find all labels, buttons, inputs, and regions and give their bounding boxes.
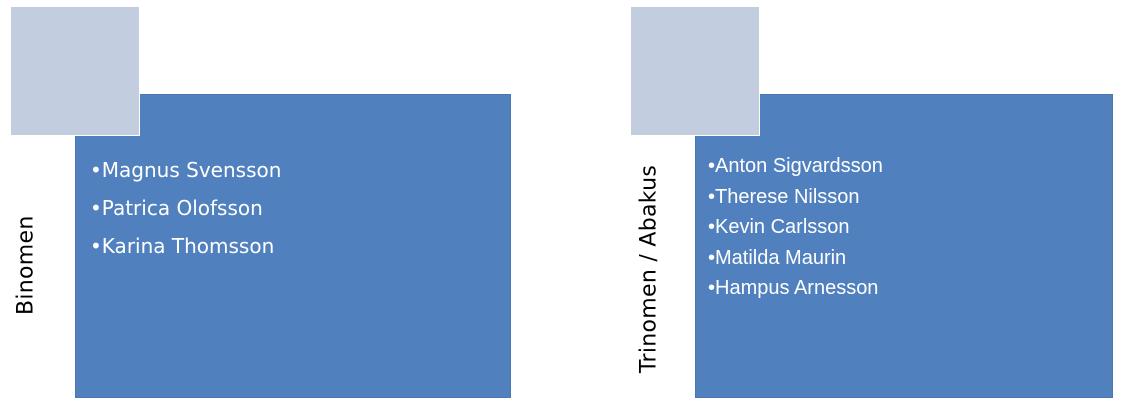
list-item: •Therese Nilsson: [708, 185, 860, 208]
list-item: •Anton Sigvardsson: [708, 155, 883, 177]
group-binomen: Binomen •Magnus Svensson •Patrica Olofss…: [0, 0, 520, 398]
group-label: Trinomen / Abakus: [636, 164, 662, 373]
group-label-container: Trinomen / Abakus: [629, 0, 669, 398]
member-list: •Magnus Svensson •Patrica Olofsson •Kari…: [90, 151, 281, 265]
member-box: •Anton Sigvardsson •Therese Nilsson •Kev…: [695, 94, 1113, 398]
group-label-container: Binomen: [6, 0, 46, 398]
list-item: •Patrica Olofsson: [90, 196, 263, 220]
group-trinomen-abakus: Trinomen / Abakus •Anton Sigvardsson •Th…: [600, 0, 1122, 398]
list-item: •Kevin Carlsson: [708, 216, 850, 238]
member-list: •Anton Sigvardsson •Therese Nilsson •Kev…: [708, 151, 883, 304]
member-box: •Magnus Svensson •Patrica Olofsson •Kari…: [75, 94, 511, 398]
accent-square: [10, 6, 140, 136]
group-label: Binomen: [13, 215, 39, 315]
list-item: •Karina Thomsson: [90, 234, 275, 258]
accent-square: [630, 6, 760, 136]
list-item: •Matilda Maurin: [708, 246, 847, 269]
list-item: •Hampus Arnesson: [708, 277, 879, 299]
list-item: •Magnus Svensson: [90, 158, 282, 182]
